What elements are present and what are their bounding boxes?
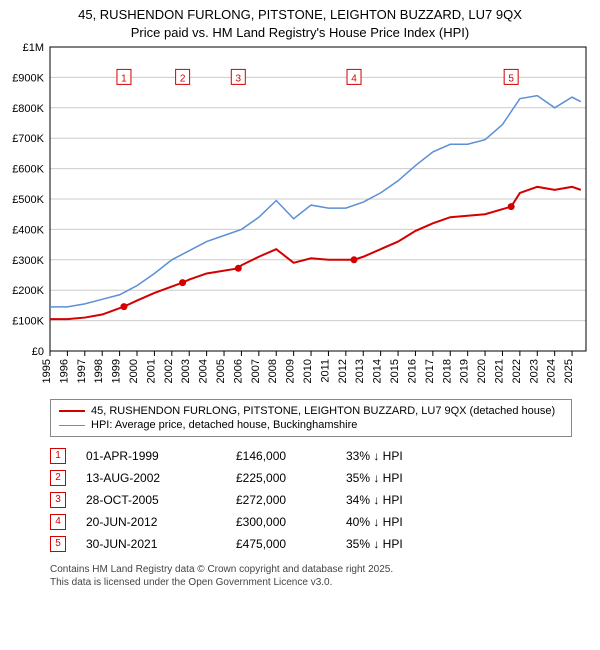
title-line-1: 45, RUSHENDON FURLONG, PITSTONE, LEIGHTO…	[78, 7, 522, 22]
svg-text:1995: 1995	[41, 359, 53, 383]
sale-date: 01-APR-1999	[86, 449, 216, 463]
chart-container: { "title_line1": "45, RUSHENDON FURLONG,…	[0, 0, 600, 597]
svg-text:1997: 1997	[76, 359, 88, 383]
sale-marker-icon: 3	[50, 492, 66, 508]
sale-row: 3 28-OCT-2005 £272,000 34% ↓ HPI	[50, 489, 572, 511]
legend-swatch	[59, 425, 85, 426]
svg-text:2015: 2015	[389, 359, 401, 383]
svg-text:2008: 2008	[267, 359, 279, 383]
sale-delta: 34% ↓ HPI	[346, 493, 446, 507]
svg-text:2013: 2013	[354, 359, 366, 383]
svg-text:2009: 2009	[285, 359, 297, 383]
title-line-2: Price paid vs. HM Land Registry's House …	[131, 25, 469, 40]
svg-text:£100K: £100K	[12, 316, 44, 328]
sale-delta: 33% ↓ HPI	[346, 449, 446, 463]
svg-text:£300K: £300K	[12, 255, 44, 267]
svg-text:2025: 2025	[563, 359, 575, 383]
sale-marker-icon: 4	[50, 514, 66, 530]
svg-text:2010: 2010	[302, 359, 314, 383]
legend-label: HPI: Average price, detached house, Buck…	[91, 419, 357, 431]
footer-line-2: This data is licensed under the Open Gov…	[50, 577, 332, 588]
svg-text:2003: 2003	[180, 359, 192, 383]
chart-area: £0 £100K £200K £300K £400K £500K £600K £700K £80…	[0, 41, 600, 391]
svg-text:2011: 2011	[319, 359, 331, 383]
legend-row: 45, RUSHENDON FURLONG, PITSTONE, LEIGHTO…	[59, 404, 563, 418]
svg-text:2017: 2017	[424, 359, 436, 383]
svg-text:3: 3	[236, 73, 242, 84]
svg-text:£1M: £1M	[23, 42, 44, 54]
sale-price: £475,000	[236, 537, 326, 551]
legend-row: HPI: Average price, detached house, Buck…	[59, 418, 563, 432]
sale-price: £272,000	[236, 493, 326, 507]
svg-text:2012: 2012	[337, 359, 349, 383]
svg-text:2005: 2005	[215, 359, 227, 383]
legend: 45, RUSHENDON FURLONG, PITSTONE, LEIGHTO…	[50, 399, 572, 437]
svg-text:2024: 2024	[546, 359, 558, 383]
svg-text:£200K: £200K	[12, 285, 44, 297]
svg-text:1999: 1999	[111, 359, 123, 383]
sale-row: 5 30-JUN-2021 £475,000 35% ↓ HPI	[50, 533, 572, 555]
sale-marker-icon: 5	[50, 536, 66, 552]
svg-text:2022: 2022	[511, 359, 523, 383]
sale-date: 30-JUN-2021	[86, 537, 216, 551]
svg-text:2018: 2018	[441, 359, 453, 383]
svg-text:2002: 2002	[163, 359, 175, 383]
svg-text:2021: 2021	[493, 359, 505, 383]
sale-price: £146,000	[236, 449, 326, 463]
svg-text:2006: 2006	[232, 359, 244, 383]
svg-text:2000: 2000	[128, 359, 140, 383]
sale-delta: 35% ↓ HPI	[346, 471, 446, 485]
sale-date: 13-AUG-2002	[86, 471, 216, 485]
svg-text:£700K: £700K	[12, 133, 44, 145]
svg-text:1998: 1998	[93, 359, 105, 383]
sale-price: £225,000	[236, 471, 326, 485]
sale-date: 20-JUN-2012	[86, 515, 216, 529]
svg-text:2004: 2004	[198, 359, 210, 383]
svg-text:2020: 2020	[476, 359, 488, 383]
line-chart-svg: £0 £100K £200K £300K £400K £500K £600K £700K £80…	[0, 41, 600, 391]
footer-line-1: Contains HM Land Registry data © Crown c…	[50, 564, 393, 575]
svg-text:1: 1	[121, 73, 127, 84]
svg-text:£400K: £400K	[12, 224, 44, 236]
footer-attribution: Contains HM Land Registry data © Crown c…	[0, 561, 600, 597]
sale-row: 2 13-AUG-2002 £225,000 35% ↓ HPI	[50, 467, 572, 489]
svg-text:2001: 2001	[145, 359, 157, 383]
sale-row: 1 01-APR-1999 £146,000 33% ↓ HPI	[50, 445, 572, 467]
svg-text:2023: 2023	[528, 359, 540, 383]
sale-date: 28-OCT-2005	[86, 493, 216, 507]
sale-delta: 40% ↓ HPI	[346, 515, 446, 529]
svg-text:2014: 2014	[372, 359, 384, 383]
legend-label: 45, RUSHENDON FURLONG, PITSTONE, LEIGHTO…	[91, 405, 555, 417]
svg-text:4: 4	[351, 73, 357, 84]
svg-text:1996: 1996	[58, 359, 70, 383]
sales-table: 1 01-APR-1999 £146,000 33% ↓ HPI 2 13-AUG-200…	[50, 445, 572, 555]
sale-delta: 35% ↓ HPI	[346, 537, 446, 551]
svg-text:£600K: £600K	[12, 164, 44, 176]
svg-text:2019: 2019	[459, 359, 471, 383]
svg-text:£900K: £900K	[12, 72, 44, 84]
sale-price: £300,000	[236, 515, 326, 529]
svg-text:£800K: £800K	[12, 103, 44, 115]
svg-text:2: 2	[180, 73, 186, 84]
svg-text:£0: £0	[32, 346, 44, 358]
svg-text:2016: 2016	[406, 359, 418, 383]
sale-marker-icon: 1	[50, 448, 66, 464]
chart-title: 45, RUSHENDON FURLONG, PITSTONE, LEIGHTO…	[0, 0, 600, 41]
svg-text:5: 5	[508, 73, 514, 84]
svg-text:2007: 2007	[250, 359, 262, 383]
svg-text:£500K: £500K	[12, 194, 44, 206]
sale-row: 4 20-JUN-2012 £300,000 40% ↓ HPI	[50, 511, 572, 533]
legend-swatch	[59, 410, 85, 412]
sale-marker-icon: 2	[50, 470, 66, 486]
